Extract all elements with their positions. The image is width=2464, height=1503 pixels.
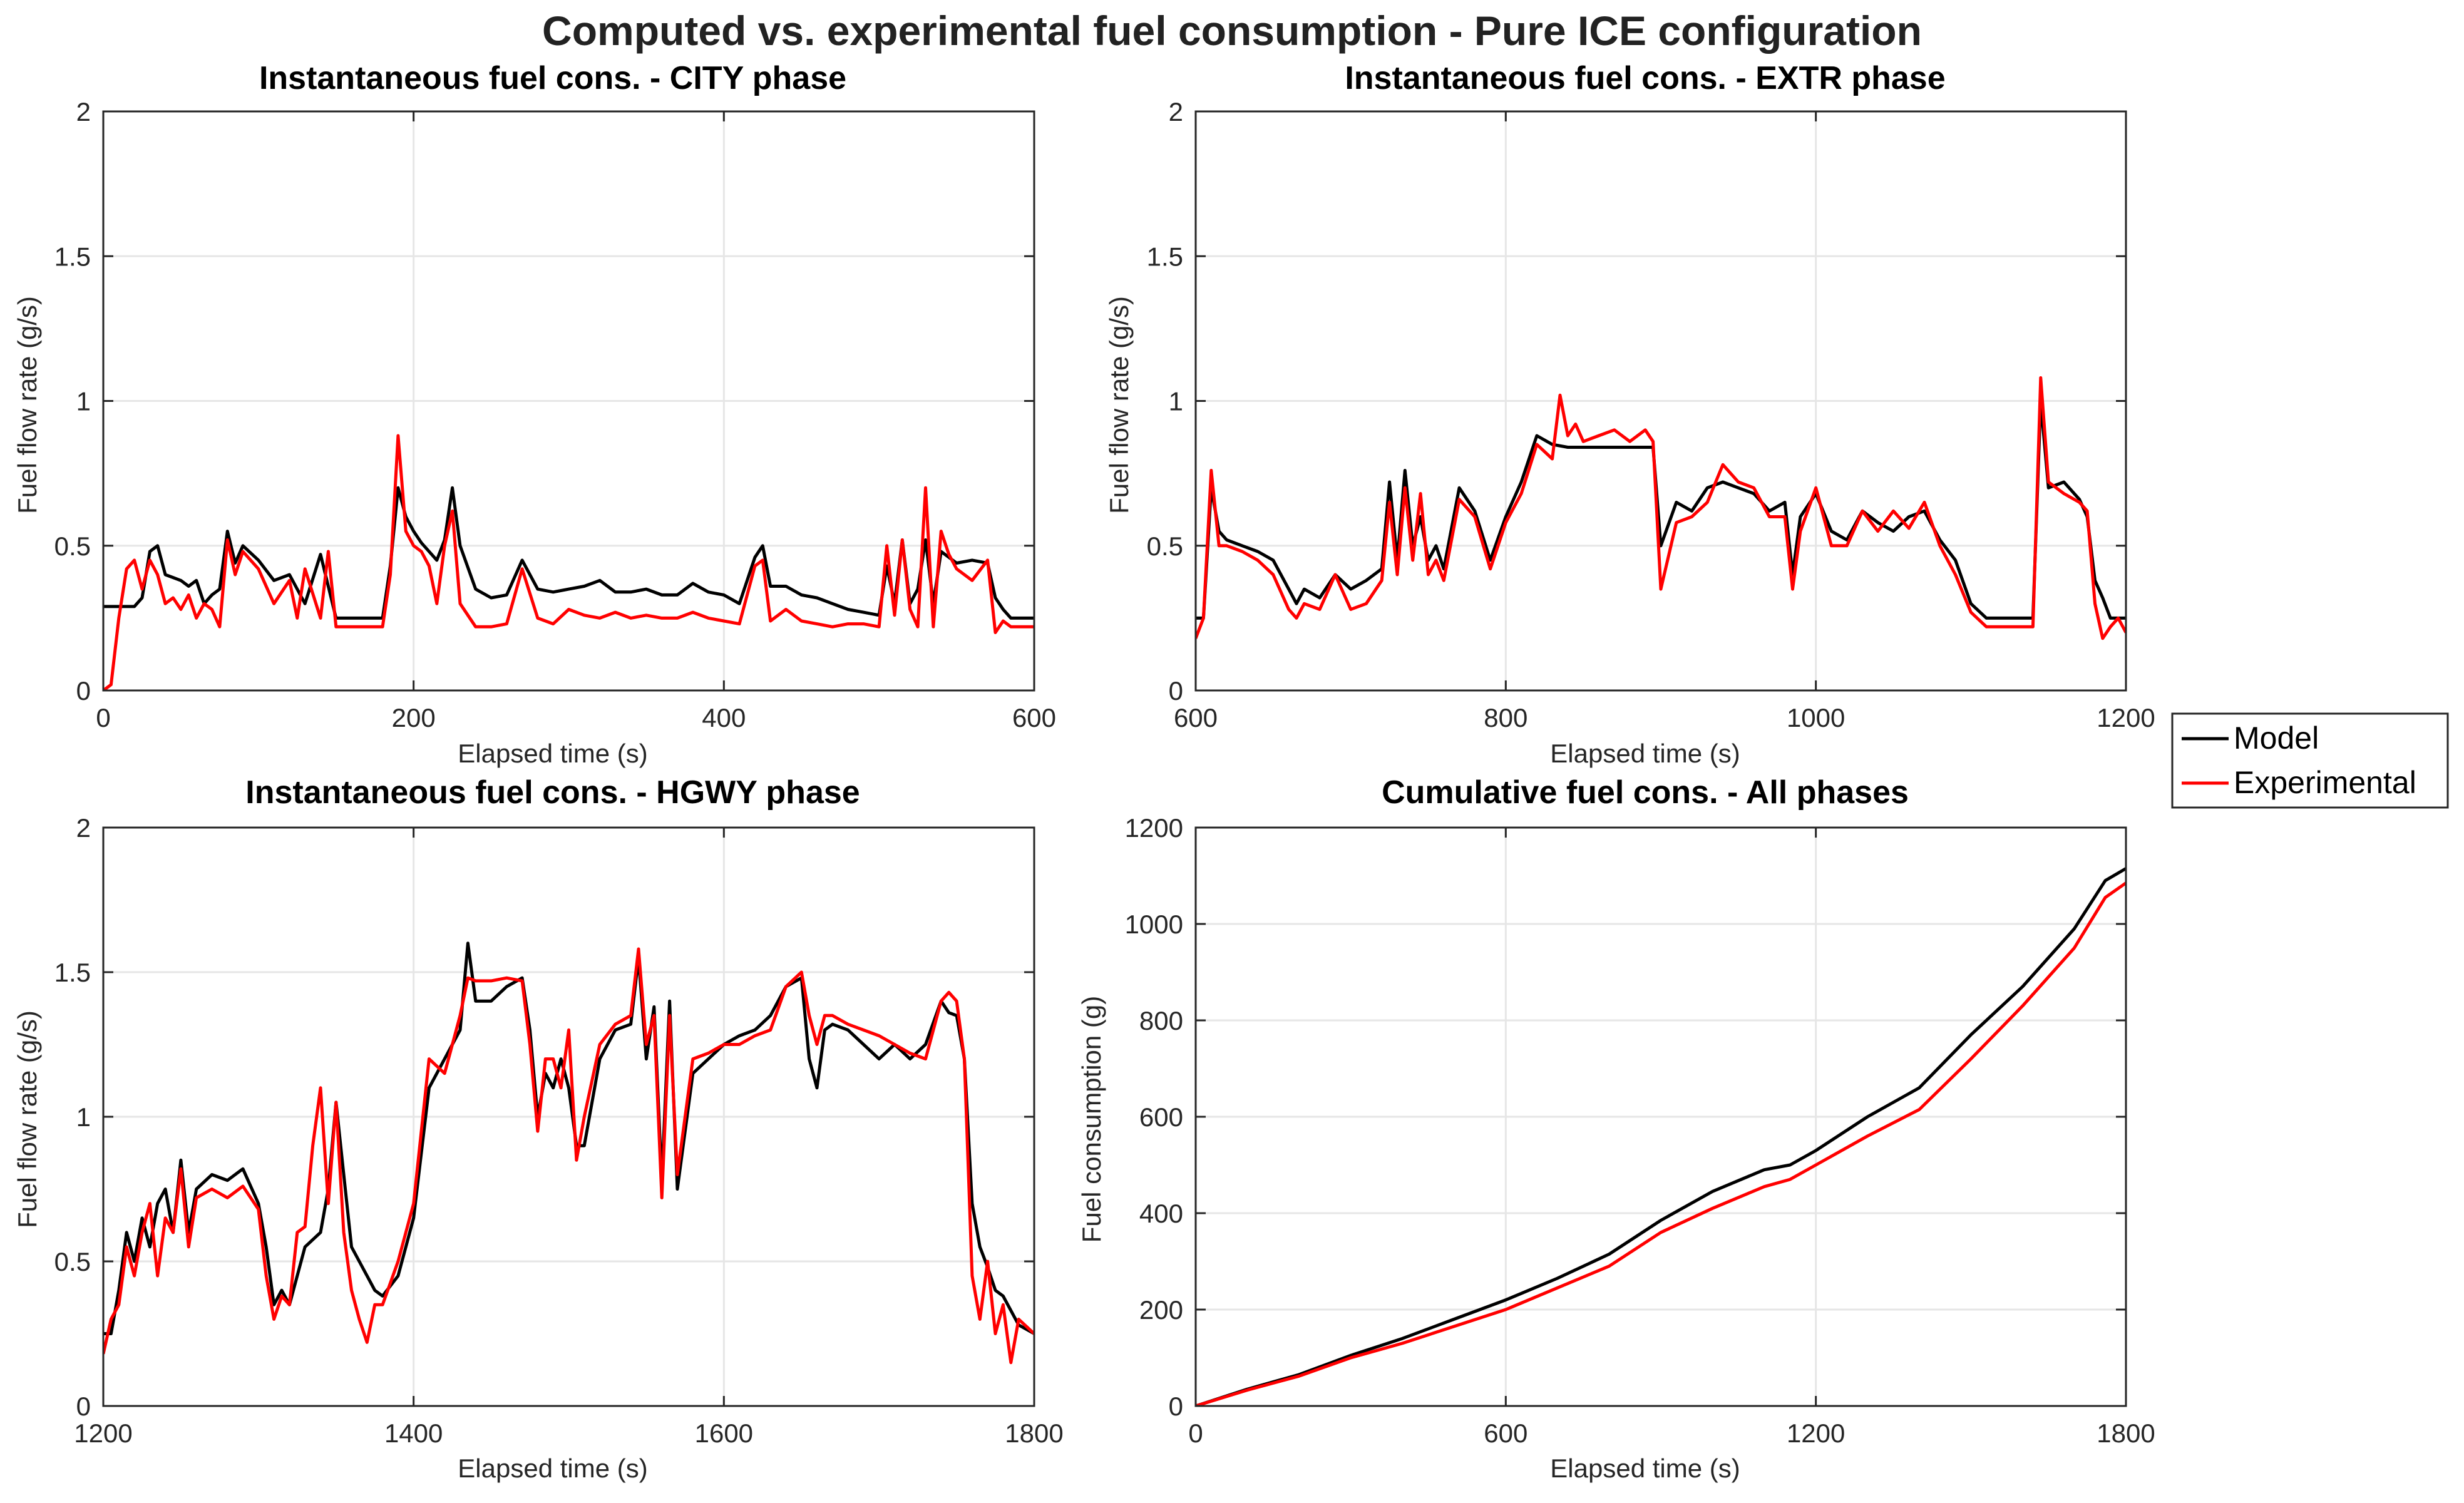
series-line-model <box>1196 867 2126 1406</box>
y-tick-label: 0.5 <box>54 1247 91 1276</box>
y-tick-label: 0 <box>1169 676 1183 705</box>
legend: Model Experimental <box>2171 712 2449 809</box>
x-axis-label: Elapsed time (s) <box>458 739 647 768</box>
y-tick-label: 0 <box>76 676 91 705</box>
x-axis-label: Elapsed time (s) <box>1550 739 1740 768</box>
chart-title: Instantaneous fuel cons. - EXTR phase <box>1345 60 1945 96</box>
x-tick-label: 1200 <box>2097 703 2155 732</box>
series-line-experimental <box>103 947 1034 1365</box>
y-axis-label: Fuel flow rate (g/s) <box>1104 296 1134 514</box>
y-tick-label: 600 <box>1139 1102 1183 1132</box>
y-tick-label: 0.5 <box>54 531 91 561</box>
y-tick-label: 800 <box>1139 1006 1183 1035</box>
y-axis-label: Fuel consumption (g) <box>1077 996 1106 1243</box>
x-tick-label: 1000 <box>1787 703 1845 732</box>
y-tick-label: 1.5 <box>54 958 91 987</box>
x-tick-label: 600 <box>1174 703 1218 732</box>
x-tick-label: 0 <box>1188 1418 1203 1448</box>
y-tick-label: 0 <box>1169 1392 1183 1421</box>
y-axis-label: Fuel flow rate (g/s) <box>13 1010 42 1228</box>
x-tick-label: 1600 <box>695 1418 753 1448</box>
x-tick-label: 1200 <box>1787 1418 1845 1448</box>
plot-area <box>1194 110 2127 692</box>
y-tick-label: 400 <box>1139 1199 1183 1228</box>
plot-area <box>1194 826 2127 1407</box>
y-tick-label: 1.5 <box>54 242 91 271</box>
chart-city-phase: Instantaneous fuel cons. - CITY phase El… <box>13 60 1056 768</box>
plot-area <box>102 110 1035 692</box>
y-tick-label: 1000 <box>1125 910 1183 939</box>
x-axis-label: Elapsed time (s) <box>458 1454 647 1483</box>
figure-title: Computed vs. experimental fuel consumpti… <box>542 8 1922 54</box>
x-tick-label: 200 <box>392 703 436 732</box>
chart-title: Cumulative fuel cons. - All phases <box>1382 774 1909 811</box>
series-line-experimental <box>103 434 1034 690</box>
x-tick-label: 1400 <box>384 1418 443 1448</box>
legend-label-model: Model <box>2234 721 2319 756</box>
y-tick-label: 0 <box>76 1392 91 1421</box>
legend-box <box>2171 712 2449 809</box>
y-tick-label: 2 <box>76 97 91 126</box>
series-line-experimental <box>1196 881 2126 1406</box>
chart-cumulative-all-phases: Cumulative fuel cons. - All phases Elaps… <box>1077 774 2155 1483</box>
x-tick-label: 1200 <box>74 1418 132 1448</box>
y-tick-label: 2 <box>1169 97 1183 126</box>
legend-label-experimental: Experimental <box>2234 765 2416 800</box>
x-tick-label: 1800 <box>2097 1418 2155 1448</box>
chart-title: Instantaneous fuel cons. - CITY phase <box>259 60 846 96</box>
y-tick-label: 200 <box>1139 1295 1183 1325</box>
series-line-experimental <box>1196 376 2126 640</box>
chart-title: Instantaneous fuel cons. - HGWY phase <box>245 774 860 811</box>
x-axis-label: Elapsed time (s) <box>1550 1454 1740 1483</box>
x-tick-label: 600 <box>1484 1418 1527 1448</box>
y-tick-label: 2 <box>76 813 91 843</box>
y-tick-label: 1 <box>76 387 91 416</box>
x-tick-label: 0 <box>96 703 110 732</box>
x-tick-label: 400 <box>702 703 746 732</box>
y-tick-label: 1 <box>76 1102 91 1132</box>
y-tick-label: 1.5 <box>1147 242 1183 271</box>
y-axis-label: Fuel flow rate (g/s) <box>13 296 42 514</box>
y-tick-label: 1200 <box>1125 813 1183 843</box>
y-tick-label: 1 <box>1169 387 1183 416</box>
chart-extr-phase: Instantaneous fuel cons. - EXTR phase El… <box>1104 60 2155 768</box>
y-tick-label: 0.5 <box>1147 531 1183 561</box>
plot-area <box>102 826 1035 1407</box>
chart-hgwy-phase: Instantaneous fuel cons. - HGWY phase El… <box>13 774 1064 1483</box>
x-tick-label: 1800 <box>1005 1418 1063 1448</box>
x-tick-label: 600 <box>1012 703 1056 732</box>
x-tick-label: 800 <box>1484 703 1527 732</box>
